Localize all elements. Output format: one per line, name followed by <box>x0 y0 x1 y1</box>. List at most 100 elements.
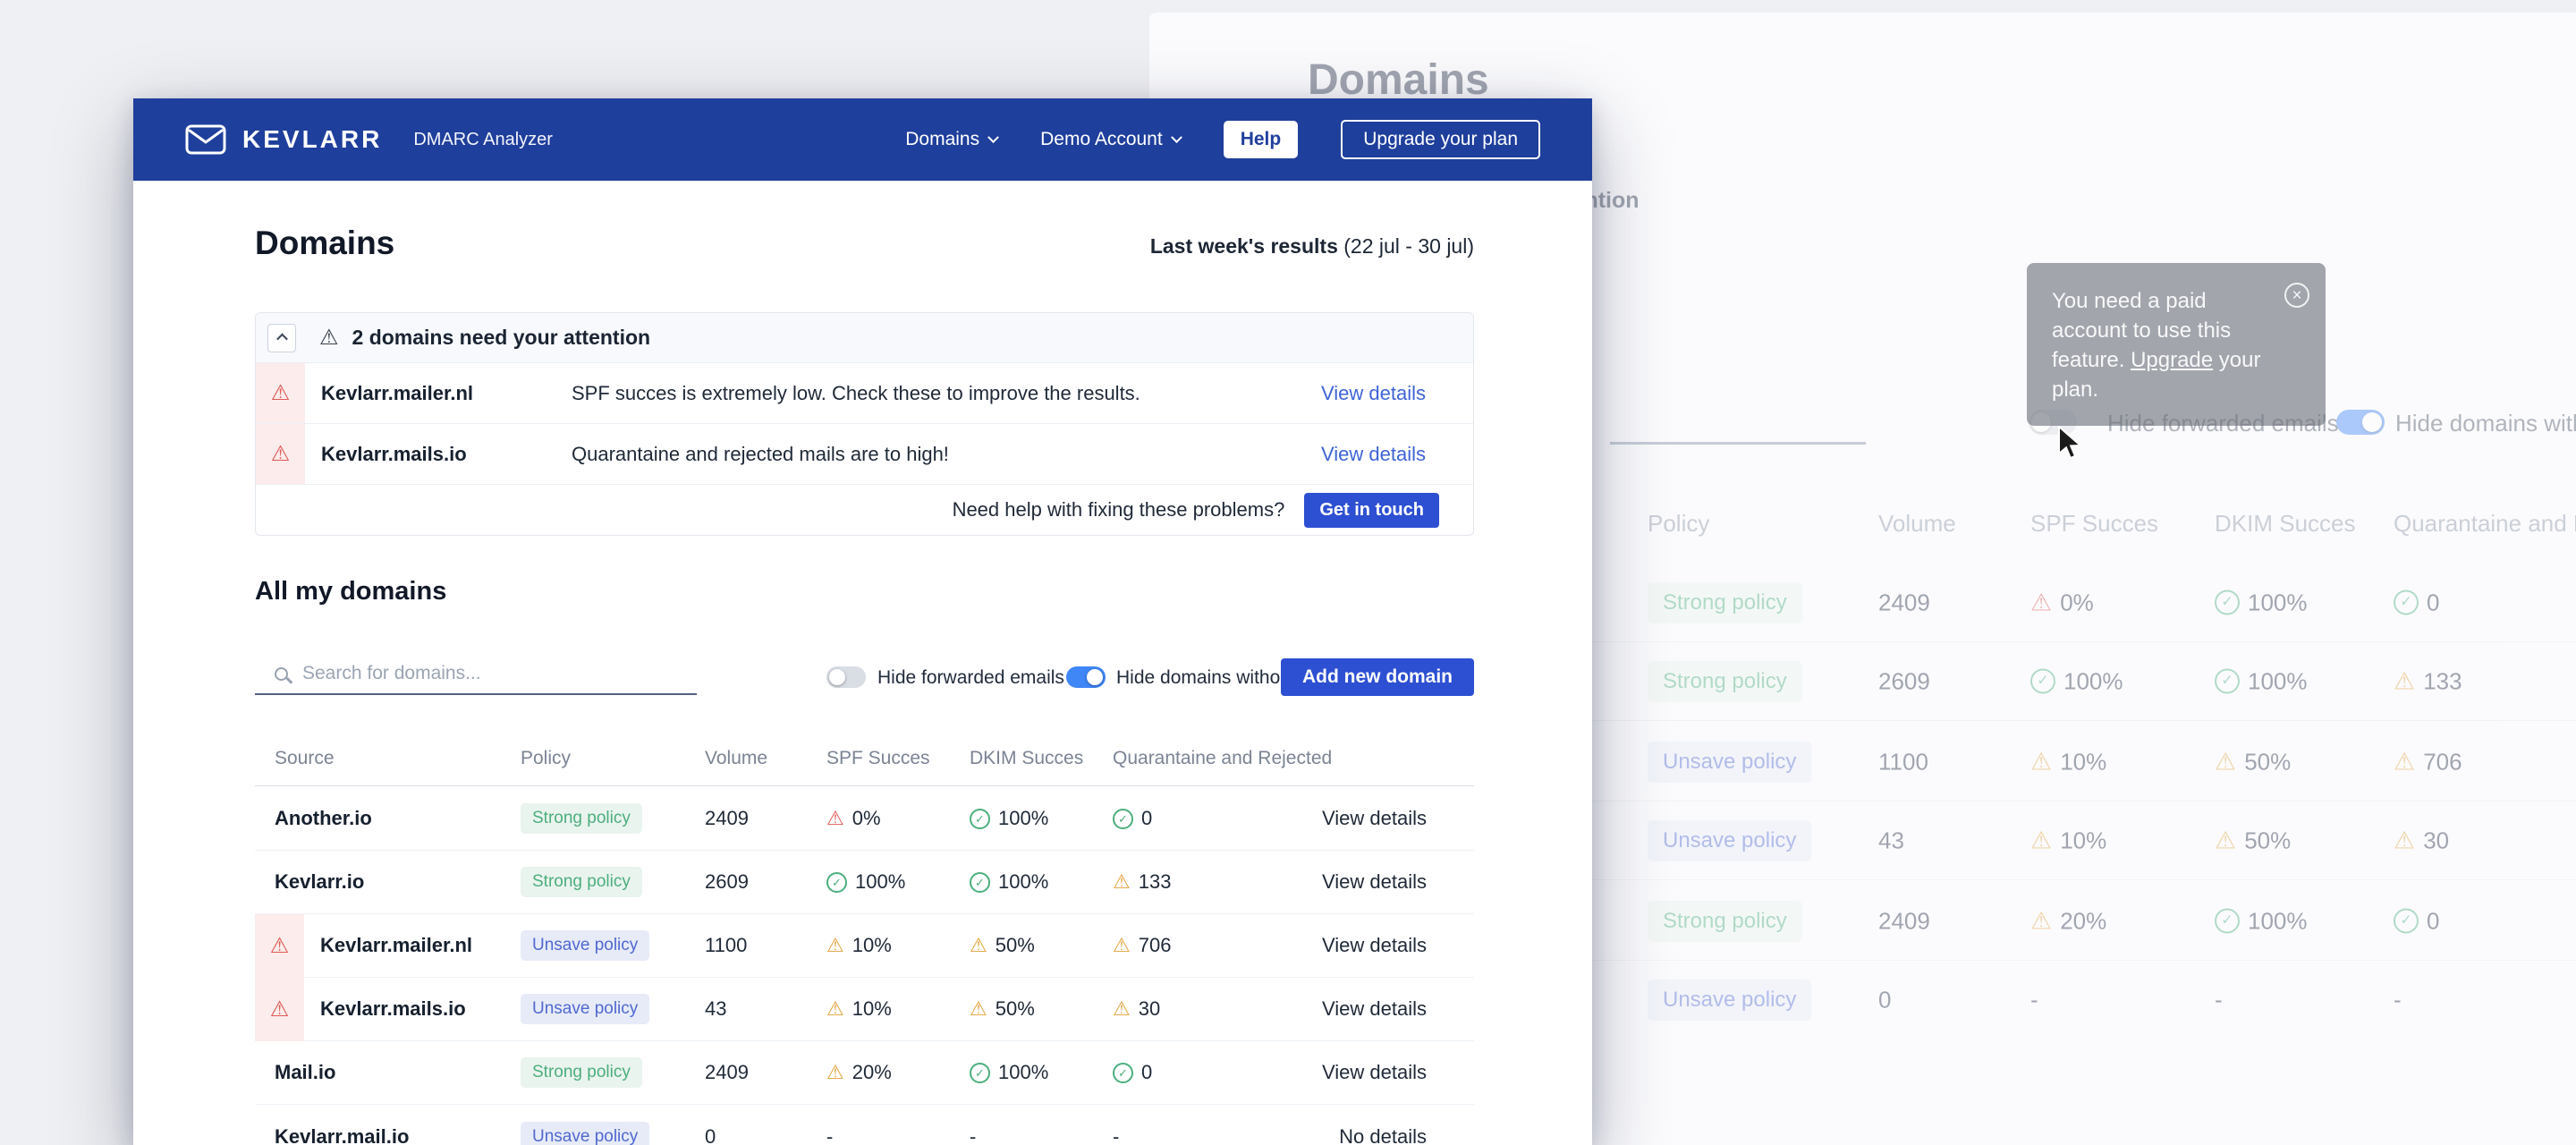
view-details-link[interactable]: View details <box>1322 870 1427 893</box>
warning-icon: ⚠ <box>319 325 339 350</box>
warning-icon: ⚠ <box>2215 748 2237 775</box>
check-icon: ✓ <box>970 1062 990 1083</box>
mouse-cursor <box>2057 424 2088 466</box>
tooltip-text: your plan. <box>2052 348 2261 402</box>
check-icon: ✓ <box>826 871 847 893</box>
last-week-results: Last week's results (22 jul - 30 jul) <box>1150 234 1474 259</box>
background-column-dkim: DKIM Succes <box>2215 510 2356 537</box>
collapse-button[interactable] <box>267 323 296 352</box>
nav-account-label: Demo Account <box>1040 129 1163 149</box>
view-details-link[interactable]: View details <box>1322 807 1427 829</box>
background-table-row: Strong policy 2409 ⚠ 0% ✓ 100% ✓ 0 <box>1149 564 2576 642</box>
view-details-link[interactable]: View details <box>1322 934 1427 956</box>
spf-value: 100% <box>2063 667 2123 694</box>
add-new-domain-button[interactable]: Add new domain <box>1281 658 1474 696</box>
quarantine-value: 133 <box>2423 667 2462 694</box>
background-table-row: Strong policy 2409 ⚠ 20% ✓ 100% ✓ 0 <box>1149 882 2576 961</box>
spf-value: 10% <box>852 997 892 1020</box>
nav-domains[interactable]: Domains <box>905 129 999 150</box>
nav-account-menu[interactable]: Demo Account <box>1040 129 1182 150</box>
background-table-row: Unsave policy 0 - - - <box>1149 961 2576 1039</box>
volume-value: 2409 <box>705 1061 749 1083</box>
warning-icon: ⚠ <box>826 1061 844 1083</box>
attention-domain: Kevlarr.mailer.nl <box>321 381 473 404</box>
spf-value: 100% <box>855 870 906 893</box>
warning-icon: ⚠ <box>2030 827 2053 853</box>
policy-badge: Strong policy <box>521 803 642 834</box>
search-icon <box>275 666 288 681</box>
warning-icon: ⚠ <box>2030 907 2053 934</box>
quarantine-value: 706 <box>1138 934 1172 956</box>
quarantine-value: 706 <box>2423 748 2462 775</box>
quarantine-value: 0 <box>1141 1061 1153 1083</box>
policy-badge: Unsave policy <box>1648 980 1812 1021</box>
view-details-link[interactable]: View details <box>1321 442 1426 465</box>
get-in-touch-button[interactable]: Get in touch <box>1304 492 1439 528</box>
navbar-menu: Domains Demo Account Help Upgrade your p… <box>905 120 1540 159</box>
quarantine-value: 133 <box>1138 870 1172 893</box>
chevron-up-icon <box>275 333 288 345</box>
check-icon: ✓ <box>970 808 990 829</box>
column-dkim: DKIM Succes <box>970 748 1084 768</box>
upgrade-link[interactable]: Upgrade <box>2131 348 2214 372</box>
toggle-knob <box>2362 412 2382 432</box>
policy-badge: Unsave policy <box>1648 741 1812 783</box>
warning-icon: ⚠ <box>2394 667 2416 694</box>
warning-cell: ⚠ <box>255 978 304 1041</box>
policy-badge: Strong policy <box>521 1057 642 1088</box>
warning-icon: ⚠ <box>970 997 987 1020</box>
chevron-down-icon <box>1170 131 1182 143</box>
attention-item: ⚠ Kevlarr.mailer.nl SPF succes is extrem… <box>256 362 1473 423</box>
policy-badge: Strong policy <box>1648 660 1802 702</box>
help-button[interactable]: Help <box>1223 121 1299 158</box>
view-details-link[interactable]: View details <box>1322 1061 1427 1083</box>
table-row: Mail.io Strong policy 2409 ⚠ 20% ✓ 100% ✓ 0… <box>255 1041 1474 1105</box>
volume-value: 2609 <box>1878 667 1930 694</box>
domain-source: Kevlarr.mail.io <box>275 1124 410 1145</box>
dkim-value: - <box>2215 986 2223 1014</box>
volume-value: 2609 <box>705 870 749 893</box>
warning-icon: ⚠ <box>270 380 291 405</box>
search-input[interactable] <box>302 663 660 684</box>
section-title-all-domains: All my domains <box>255 577 447 606</box>
check-icon: ✓ <box>2394 908 2419 934</box>
table-row: ⚠ Kevlarr.mailer.nl Unsave policy 1100 ⚠… <box>255 914 1474 978</box>
upgrade-tooltip: You need a paid account to use this feat… <box>2027 263 2326 426</box>
hide-forwarded-toggle[interactable] <box>826 666 866 688</box>
warning-icon: ⚠ <box>1113 934 1131 956</box>
dkim-value: 50% <box>2244 748 2292 775</box>
view-details-link[interactable]: View details <box>1321 381 1426 404</box>
domain-source: Kevlarr.mailer.nl <box>320 934 472 956</box>
column-source: Source <box>275 748 335 768</box>
upgrade-plan-button[interactable]: Upgrade your plan <box>1341 120 1540 159</box>
envelope-logo-icon <box>185 124 226 155</box>
view-details-link[interactable]: View details <box>1322 997 1427 1020</box>
volume-value: 2409 <box>1878 907 1930 934</box>
attention-panel: ⚠ 2 domains need your attention ⚠ Kevlar… <box>255 312 1474 536</box>
column-quarantine: Quarantaine and Rejected <box>1113 748 1333 768</box>
policy-badge: Unsave policy <box>1648 819 1812 861</box>
tooltip-close-button[interactable]: × <box>2284 283 2309 308</box>
quarantine-value: 0 <box>2427 907 2440 934</box>
background-hide-no-data-toggle[interactable] <box>2336 410 2385 435</box>
hide-no-data-toggle[interactable] <box>1066 666 1106 688</box>
spf-value: 10% <box>2060 748 2107 775</box>
domain-source: Kevlarr.mails.io <box>320 997 466 1020</box>
policy-badge: Strong policy <box>1648 900 1802 942</box>
warning-icon: ⚠ <box>2030 748 2053 775</box>
policy-badge: Strong policy <box>521 867 642 897</box>
spf-value: 20% <box>2060 907 2107 934</box>
warning-icon: ⚠ <box>1113 870 1131 893</box>
spf-value: - <box>826 1124 834 1145</box>
nav-domains-label: Domains <box>905 129 980 149</box>
quarantine-value: - <box>1113 1124 1120 1145</box>
dkim-value: 100% <box>2248 667 2308 694</box>
toggle-knob <box>829 669 845 685</box>
policy-badge: Unsave policy <box>521 994 650 1024</box>
background-column-volume: Volume <box>1878 510 1956 537</box>
dkim-value: 100% <box>2248 589 2308 615</box>
check-icon: ✓ <box>1113 808 1133 829</box>
no-details-label: No details <box>1339 1124 1427 1145</box>
domain-source: Mail.io <box>275 1061 336 1083</box>
